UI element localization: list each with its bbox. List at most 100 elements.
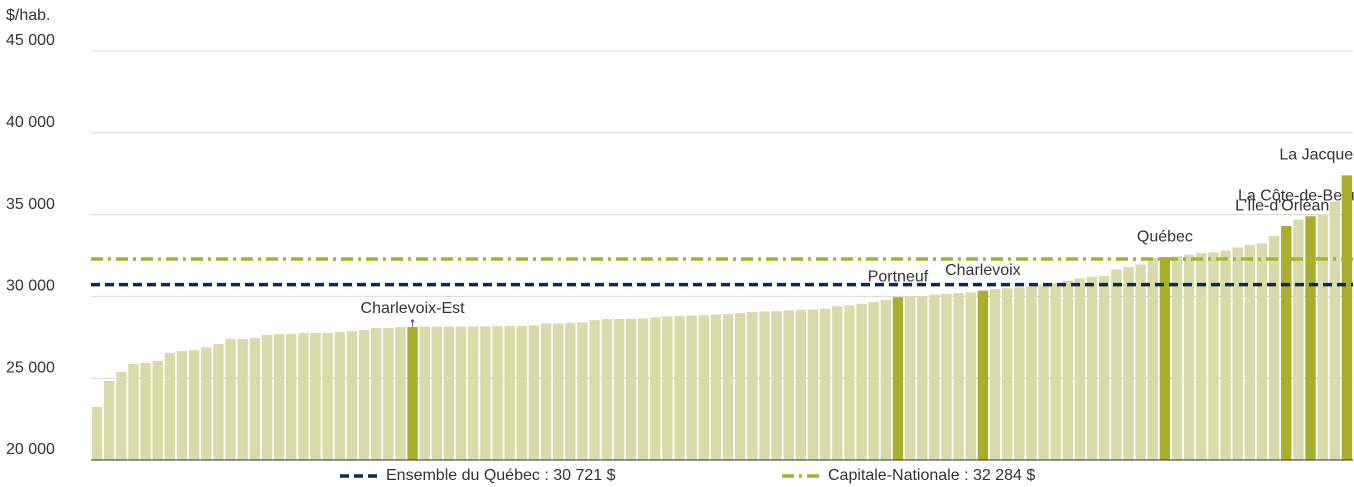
bar <box>443 326 455 460</box>
bar-annotation: La Côte-de-Beaupré <box>1238 187 1354 204</box>
bar <box>516 325 527 460</box>
bar <box>261 335 273 460</box>
bar <box>201 347 212 460</box>
bar <box>552 323 564 460</box>
legend-label: Capitale-Nationale : 32 284 $ <box>828 467 1035 484</box>
bar <box>1038 284 1049 460</box>
bar <box>565 322 576 460</box>
bar <box>1196 253 1207 460</box>
bar <box>140 362 151 460</box>
bar <box>419 326 430 460</box>
bar <box>771 311 782 460</box>
bar <box>370 327 382 460</box>
bar <box>1256 243 1268 460</box>
bar <box>249 337 261 460</box>
bar <box>1135 264 1146 460</box>
bar <box>698 315 709 460</box>
y-axis-label: $/hab. <box>6 7 50 24</box>
bar <box>492 326 503 460</box>
bar <box>346 331 358 460</box>
bar <box>480 326 491 460</box>
bar <box>662 316 673 460</box>
bar <box>455 326 467 460</box>
bar <box>91 406 103 460</box>
bar <box>880 299 892 460</box>
bar <box>989 289 1001 460</box>
bar <box>395 326 406 460</box>
bar <box>1111 269 1122 460</box>
bar <box>1171 256 1183 460</box>
bar <box>1014 287 1025 460</box>
bar <box>1099 275 1110 460</box>
leader-dot <box>410 319 415 323</box>
y-tick-label: 30 000 <box>6 278 55 295</box>
bar <box>650 317 661 460</box>
bar-annotation: L'Île-d'Orléans <box>1235 195 1337 214</box>
bar <box>358 329 370 460</box>
bar <box>152 361 163 460</box>
bar <box>589 320 600 460</box>
bar <box>431 326 443 460</box>
bar <box>1147 257 1158 460</box>
y-tick-label: 25 000 <box>6 359 55 376</box>
bar <box>1293 219 1304 460</box>
bar <box>334 332 345 460</box>
bar <box>965 292 976 460</box>
bar-annotation: Charlevoix-Est <box>361 300 466 317</box>
bar <box>577 322 588 460</box>
bar <box>540 323 552 460</box>
bar <box>273 334 285 460</box>
bar <box>904 296 916 460</box>
bar <box>710 314 722 460</box>
bar <box>528 325 540 460</box>
bar <box>844 305 855 460</box>
bar <box>1329 201 1340 460</box>
bar <box>819 308 831 460</box>
bar <box>104 380 115 460</box>
bar <box>1123 266 1134 460</box>
bar <box>977 290 989 460</box>
bar <box>310 333 321 460</box>
bar <box>929 294 940 460</box>
bar <box>735 313 746 460</box>
bar <box>941 293 952 460</box>
bar <box>1001 288 1013 460</box>
bar <box>225 338 236 460</box>
bar <box>1183 254 1195 460</box>
bar <box>856 303 867 460</box>
bar <box>176 351 188 460</box>
bar <box>783 310 794 460</box>
bar <box>953 293 964 460</box>
bar <box>686 315 697 460</box>
bar-annotation: La Jacques-Cartier <box>1279 147 1354 164</box>
bar <box>868 302 879 460</box>
bar <box>613 318 625 460</box>
y-tick-label: 45 000 <box>6 32 55 49</box>
bar <box>601 318 612 460</box>
bar <box>1208 252 1219 460</box>
bar <box>1026 286 1037 460</box>
bar <box>625 318 637 460</box>
bar <box>795 309 807 460</box>
bar <box>1341 175 1353 460</box>
bar <box>1086 276 1098 460</box>
bar <box>116 371 127 460</box>
bar <box>1268 235 1280 460</box>
bar <box>468 326 479 460</box>
legend-label: Ensemble du Québec : 30 721 $ <box>386 467 616 484</box>
bar <box>188 350 200 460</box>
bar-annotation: Charlevoix <box>945 262 1021 279</box>
y-tick-label: 40 000 <box>6 114 55 131</box>
bar <box>1050 283 1061 460</box>
bar <box>759 311 770 460</box>
bar <box>1305 216 1316 460</box>
bar <box>407 326 418 460</box>
bar <box>1062 280 1074 460</box>
bar <box>674 316 685 460</box>
bar-annotation: Québec <box>1137 228 1193 245</box>
bar <box>1220 250 1231 460</box>
bar <box>383 327 394 460</box>
bar <box>298 333 309 460</box>
bar <box>1281 226 1292 460</box>
